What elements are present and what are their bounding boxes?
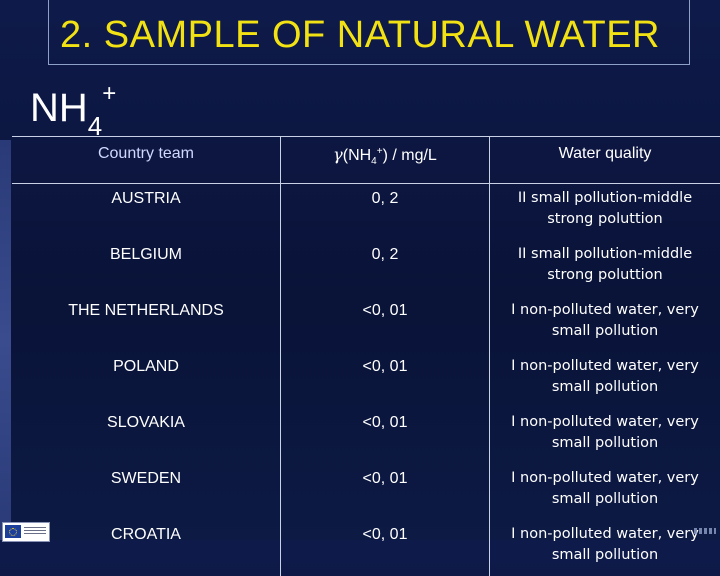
- table-row: SLOVAKIA <0, 01 I non-polluted water, ve…: [12, 408, 720, 464]
- header-quality: Water quality: [490, 137, 720, 184]
- header-country: Country team: [12, 137, 281, 184]
- decorative-side-strip: [0, 140, 11, 540]
- formula-superscript: +: [102, 80, 116, 107]
- quality-cell: II small pollution-middle strong polutti…: [490, 240, 720, 296]
- quality-cell: I non-polluted water, very small polluti…: [490, 520, 720, 576]
- eu-flag-icon: [2, 522, 50, 542]
- value-cell: <0, 01: [281, 296, 490, 352]
- logo-caption-lines: [24, 527, 46, 536]
- table-row: THE NETHERLANDS <0, 01 I non-polluted wa…: [12, 296, 720, 352]
- country-cell: BELGIUM: [12, 240, 281, 296]
- quality-cell: II small pollution-middle strong polutti…: [490, 184, 720, 241]
- header-conc-close: ) / mg/L: [383, 147, 437, 164]
- header-concentration: γ(NH4+) / mg/L: [281, 137, 490, 184]
- table-row: CROATIA <0, 01 I non-polluted water, ver…: [12, 520, 720, 576]
- quality-cell: I non-polluted water, very small polluti…: [490, 408, 720, 464]
- value-cell: <0, 01: [281, 352, 490, 408]
- country-cell: CROATIA: [12, 520, 281, 576]
- value-cell: 0, 2: [281, 184, 490, 241]
- quality-cell: I non-polluted water, very small polluti…: [490, 352, 720, 408]
- value-cell: <0, 01: [281, 520, 490, 576]
- header-conc-open: (NH: [343, 147, 371, 164]
- country-cell: POLAND: [12, 352, 281, 408]
- water-quality-table: Country team γ(NH4+) / mg/L Water qualit…: [12, 136, 720, 576]
- country-cell: THE NETHERLANDS: [12, 296, 281, 352]
- table-header-row: Country team γ(NH4+) / mg/L Water qualit…: [12, 137, 720, 184]
- country-cell: SWEDEN: [12, 464, 281, 520]
- value-cell: 0, 2: [281, 240, 490, 296]
- value-cell: <0, 01: [281, 408, 490, 464]
- table-row: AUSTRIA 0, 2 II small pollution-middle s…: [12, 184, 720, 241]
- header-conc-subscript: 4: [371, 156, 377, 167]
- quality-cell: I non-polluted water, very small polluti…: [490, 464, 720, 520]
- ammonium-formula: NH4+: [30, 86, 116, 131]
- table-row: SWEDEN <0, 01 I non-polluted water, very…: [12, 464, 720, 520]
- table-row: POLAND <0, 01 I non-polluted water, very…: [12, 352, 720, 408]
- header-conc-superscript: +: [377, 146, 383, 157]
- country-cell: AUSTRIA: [12, 184, 281, 241]
- quality-cell: I non-polluted water, very small polluti…: [490, 296, 720, 352]
- table-row: BELGIUM 0, 2 II small pollution-middle s…: [12, 240, 720, 296]
- formula-base: NH: [30, 86, 88, 130]
- slide-title: 2. SAMPLE OF NATURAL WATER: [60, 14, 660, 57]
- country-cell: SLOVAKIA: [12, 408, 281, 464]
- gamma-symbol: γ: [333, 145, 343, 164]
- corner-decoration: [694, 528, 716, 534]
- eu-flag-shape: [5, 525, 21, 538]
- value-cell: <0, 01: [281, 464, 490, 520]
